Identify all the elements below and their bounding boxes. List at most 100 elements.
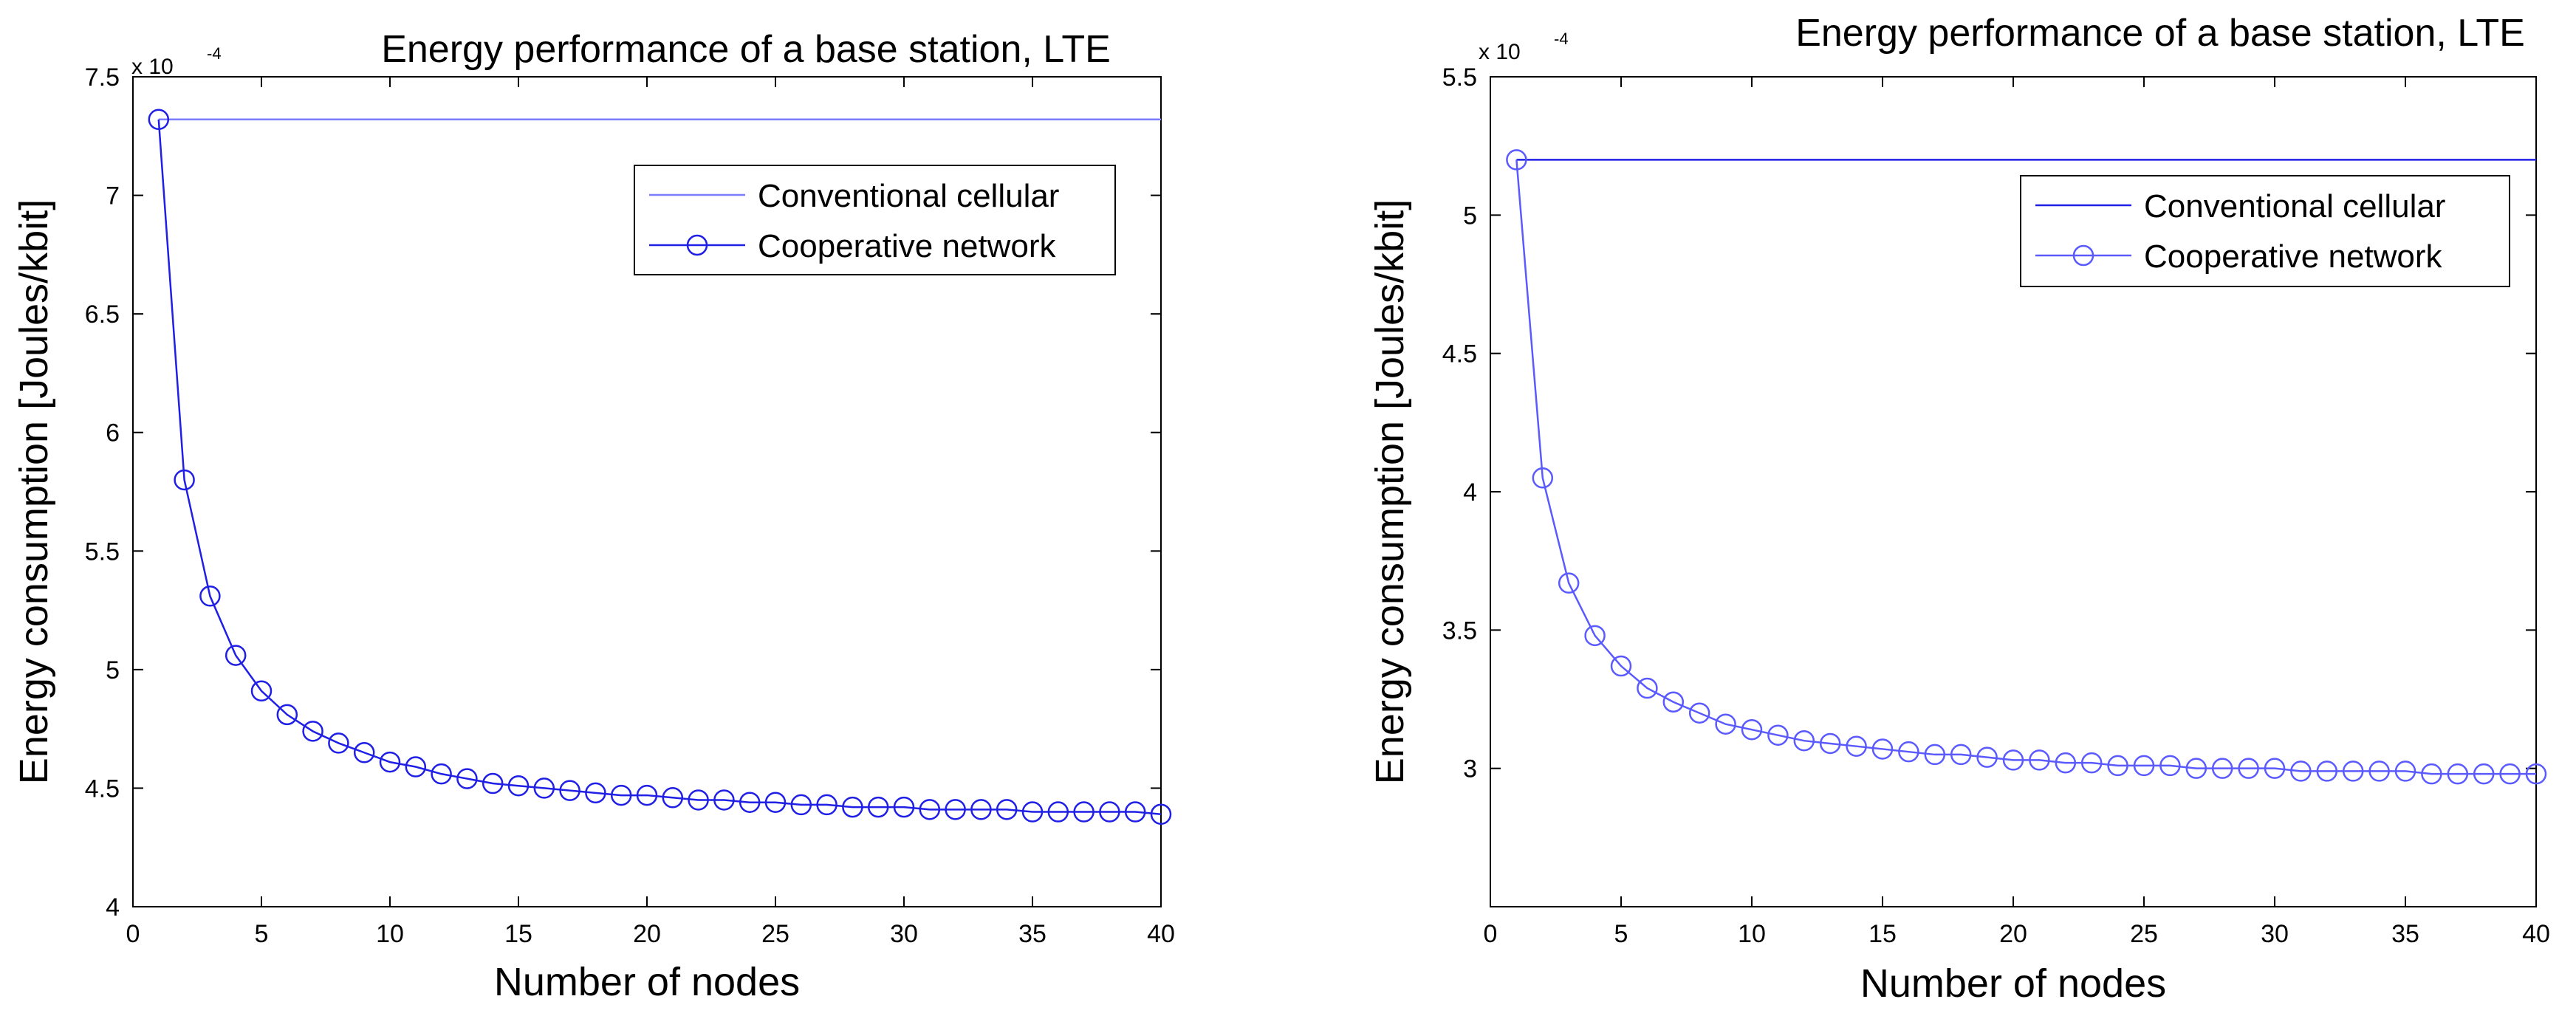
chart-right: 0 5 10 15 20 25 30 35 40 3 3.5 4 4.5 5 5.5x 10 -4 Energy… xyxy=(1368,12,2550,1006)
data-point-marker xyxy=(174,469,195,491)
data-point-marker xyxy=(431,763,452,785)
series-line-cooperative-network xyxy=(1515,159,2536,775)
data-point-marker xyxy=(585,782,606,804)
data-point-marker xyxy=(1073,801,1095,823)
data-point-marker xyxy=(816,794,837,816)
y-tick-label: 7 xyxy=(106,182,120,210)
legend-entry: Cooperative network xyxy=(758,228,1057,264)
data-point-marker xyxy=(1715,713,1736,735)
data-point-marker xyxy=(919,799,941,820)
x-axis-label: Number of nodes xyxy=(1860,961,2166,1006)
legend-entry: Cooperative network xyxy=(2144,238,2443,275)
data-point-marker xyxy=(2290,761,2312,782)
data-point-marker xyxy=(2185,758,2207,779)
data-point-marker xyxy=(2080,752,2103,774)
data-point-marker xyxy=(328,732,349,754)
data-point-marker xyxy=(379,751,401,773)
data-point-marker xyxy=(2264,758,2286,779)
legend-entry: Conventional cellular xyxy=(2144,188,2445,224)
data-point-marker xyxy=(456,768,478,789)
data-point-marker xyxy=(250,680,273,702)
x-tick-label: 10 xyxy=(1738,920,1766,948)
data-point-marker xyxy=(1871,738,1894,760)
chart-title: Energy performance of a base station, LT… xyxy=(381,28,1111,71)
x-tick-label: 10 xyxy=(376,920,404,948)
data-point-marker xyxy=(1741,718,1763,741)
data-point-marker xyxy=(1846,735,1867,757)
data-point-marker xyxy=(1558,572,1580,594)
x-tick-label: 35 xyxy=(2391,920,2419,948)
data-point-marker xyxy=(2499,763,2521,785)
data-point-marker xyxy=(225,645,247,666)
data-point-marker xyxy=(790,794,812,816)
data-point-marker xyxy=(2525,763,2547,785)
legend-box xyxy=(2020,175,2510,287)
y-tick-label: 7.5 xyxy=(85,64,120,92)
data-point-marker xyxy=(353,742,375,763)
x-axis-label: Number of nodes xyxy=(494,960,800,1004)
data-point-marker xyxy=(1950,744,1972,766)
data-point-marker xyxy=(1637,677,1658,699)
x-tick-label: 15 xyxy=(1868,920,1897,948)
y-exponent-power: -4 xyxy=(207,44,222,63)
data-point-marker xyxy=(1532,467,1554,489)
y-exponent-base: x 10 xyxy=(1479,40,1521,64)
data-point-marker xyxy=(482,772,504,794)
data-point-marker xyxy=(713,789,735,811)
y-tick-label: 5 xyxy=(106,656,120,684)
data-point-marker xyxy=(739,792,761,813)
x-tick-label: 25 xyxy=(2130,920,2158,948)
chart-title: Energy performance of a base station, LT… xyxy=(1795,12,2525,55)
x-tick-label: 30 xyxy=(2261,920,2289,948)
y-tick-label: 4 xyxy=(106,893,120,921)
data-point-marker xyxy=(764,792,787,813)
data-point-marker xyxy=(199,586,221,607)
x-tick-label: 20 xyxy=(633,920,661,948)
data-point-marker xyxy=(2368,761,2390,782)
data-point-marker xyxy=(405,756,427,778)
data-point-marker xyxy=(2029,749,2050,771)
data-point-marker xyxy=(2447,763,2469,785)
y-exponent-power: -4 xyxy=(1554,30,1569,48)
y-axis-label: Energy consumption [Joules/kbit] xyxy=(1368,199,1412,784)
legend-swatch-marker xyxy=(686,234,708,256)
data-point-marker xyxy=(1150,803,1172,826)
data-point-marker xyxy=(2421,763,2442,785)
y-tick-label: 4.5 xyxy=(1442,340,1477,368)
data-point-marker xyxy=(302,721,323,742)
x-tick-label: 25 xyxy=(761,920,789,948)
data-point-marker xyxy=(688,789,709,811)
x-tick-label: 30 xyxy=(890,920,918,948)
data-point-marker xyxy=(1976,746,1998,768)
data-point-marker xyxy=(2316,761,2338,782)
y-tick-label: 3.5 xyxy=(1442,617,1477,645)
data-point-marker xyxy=(2002,749,2024,771)
data-point-marker xyxy=(1662,691,1685,713)
data-point-marker xyxy=(842,796,863,818)
data-point-marker xyxy=(867,796,889,818)
x-tick-label: 40 xyxy=(1147,920,1175,948)
y-tick-label: 6.5 xyxy=(85,301,120,329)
data-point-marker xyxy=(2107,755,2128,777)
x-tick-label: 15 xyxy=(504,920,532,948)
data-point-marker xyxy=(2238,758,2259,779)
data-point-marker xyxy=(2473,763,2495,785)
data-point-marker xyxy=(893,796,915,818)
data-point-marker xyxy=(2211,758,2233,779)
data-point-marker xyxy=(507,775,530,797)
x-tick-label: 20 xyxy=(1999,920,2027,948)
data-point-marker xyxy=(1898,741,1919,763)
data-point-marker xyxy=(2159,755,2181,777)
legend-swatch-marker xyxy=(2072,244,2094,267)
y-tick-label: 4.5 xyxy=(85,775,120,803)
legend-box xyxy=(634,165,1116,275)
y-tick-label: 3 xyxy=(1463,755,1477,783)
data-point-marker xyxy=(970,799,992,820)
data-point-marker xyxy=(1610,655,1632,677)
y-tick-label: 4 xyxy=(1463,478,1477,507)
data-point-marker xyxy=(996,799,1018,820)
y-tick-label: 5.5 xyxy=(1442,64,1477,92)
y-exponent-base: x 10 xyxy=(131,55,174,79)
